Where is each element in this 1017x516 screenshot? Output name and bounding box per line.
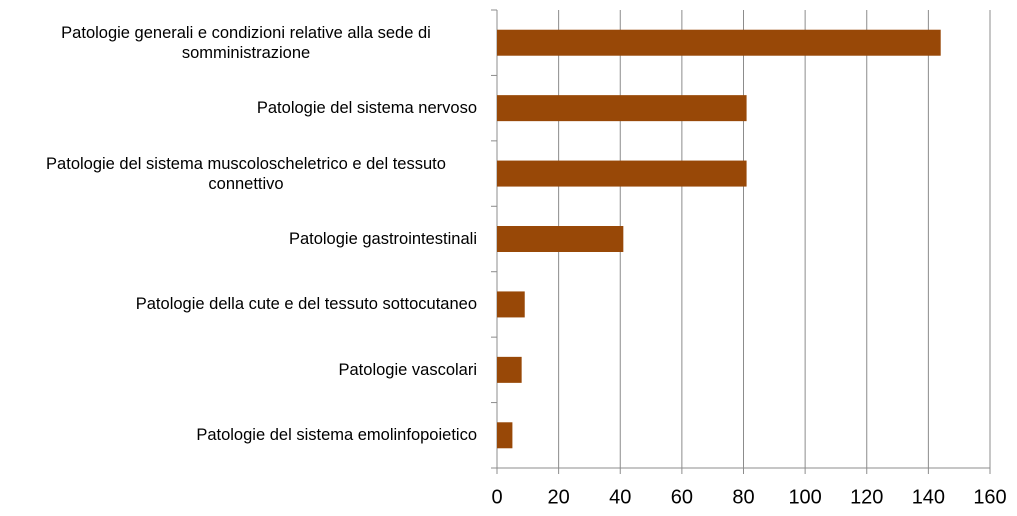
- y-tick-label: Patologie del sistema emolinfopoietico: [196, 426, 477, 445]
- x-tick-label: 20: [548, 486, 570, 508]
- y-tick-label-box: Patologie del sistema muscoloscheletrico…: [15, 154, 477, 194]
- y-tick-label: Patologie vascolari: [338, 360, 478, 379]
- x-tick-label: 160: [973, 486, 1006, 508]
- y-tick-label-box: Patologie del sistema nervoso: [257, 98, 477, 118]
- bar: [497, 226, 624, 252]
- bar: [497, 422, 513, 449]
- y-tick-label-box: Patologie del sistema emolinfopoietico: [196, 425, 477, 445]
- y-tick-label: Patologie del sistema nervoso: [256, 99, 477, 118]
- x-tick-label: 40: [609, 486, 631, 508]
- y-tick-label-box: Patologie gastrointestinali: [289, 229, 477, 249]
- x-tick-label: 80: [732, 486, 754, 508]
- y-tick-label: Patologie del sistema muscoloscheletrico…: [46, 154, 446, 193]
- y-tick-label-box: Patologie vascolari: [339, 360, 478, 380]
- y-tick-label: Patologie gastrointestinali: [288, 230, 477, 248]
- x-tick-label: 120: [850, 486, 883, 508]
- x-tick-label: 0: [491, 486, 502, 508]
- x-tick-label: 100: [788, 486, 821, 508]
- bar: [497, 356, 522, 383]
- y-tick-label-box: Patologie della cute e del tessuto sotto…: [136, 294, 477, 314]
- bar: [497, 95, 747, 122]
- bar: [497, 160, 747, 187]
- x-tick-label: 60: [671, 486, 693, 508]
- y-tick-label-box: Patologie generali e condizioni relative…: [15, 23, 477, 63]
- bar: [497, 291, 525, 318]
- y-tick-label: Patologie della cute e del tessuto sotto…: [135, 295, 477, 314]
- bar: [497, 29, 941, 56]
- x-tick-label: 140: [912, 486, 945, 508]
- y-tick-label: Patologie generali e condizioni relative…: [61, 23, 431, 62]
